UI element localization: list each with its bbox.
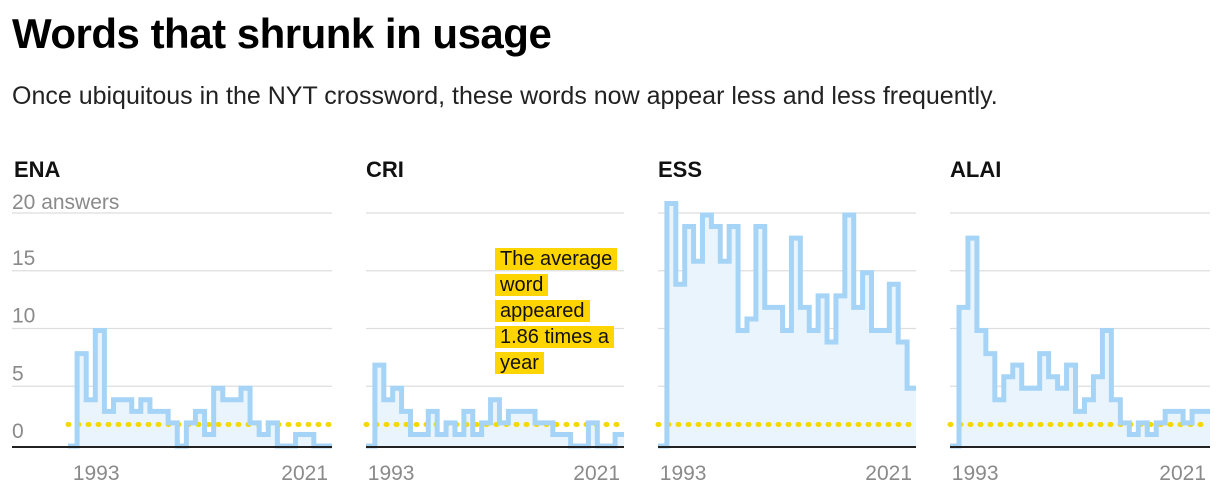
average-annotation: The average word appeared 1.86 times a y… [495,246,618,376]
panel-title: ALAI [950,157,1001,182]
panel-title: ESS [658,157,702,182]
y-tick-label: 15 [12,247,35,270]
panel-title: CRI [366,157,404,182]
panel-alai: ALAI 1993 2021 [947,157,1213,485]
series-area-cri [366,365,624,446]
x-tick-label: 1993 [73,462,120,485]
series-line-ess [658,200,916,449]
x-tick-label: 2021 [1159,462,1206,485]
y-axis-top-label: 20 answers [12,191,119,214]
y-tick-label: 0 [12,420,24,443]
chart-subtitle: Once ubiquitous in the NYT crossword, th… [12,82,998,110]
series-line-ena [68,328,332,449]
series-area-alai [950,238,1210,446]
x-tick-label: 2021 [573,462,620,485]
panel-ena: ENA 20 answers 15 10 5 0 1993 2021 [12,157,335,485]
x-tick-label: 1993 [368,462,415,485]
x-tick-label: 1993 [660,462,707,485]
y-tick-label: 10 [12,305,35,328]
x-tick-label: 2021 [865,462,912,485]
panel-cri: CRI 1993 2021 [363,157,627,485]
panel-title: ENA [14,157,61,182]
series-area-ena [68,330,332,446]
panel-ess: ESS 1993 2021 [655,157,919,485]
average-annotation-text: The average word appeared 1.86 times a y… [495,248,618,374]
x-tick-label: 1993 [952,462,999,485]
x-tick-label: 2021 [281,462,328,485]
chart-title: Words that shrunk in usage [12,10,552,57]
y-tick-label: 5 [12,362,24,385]
series-line-alai [950,235,1210,449]
series-area-ess [658,203,916,446]
